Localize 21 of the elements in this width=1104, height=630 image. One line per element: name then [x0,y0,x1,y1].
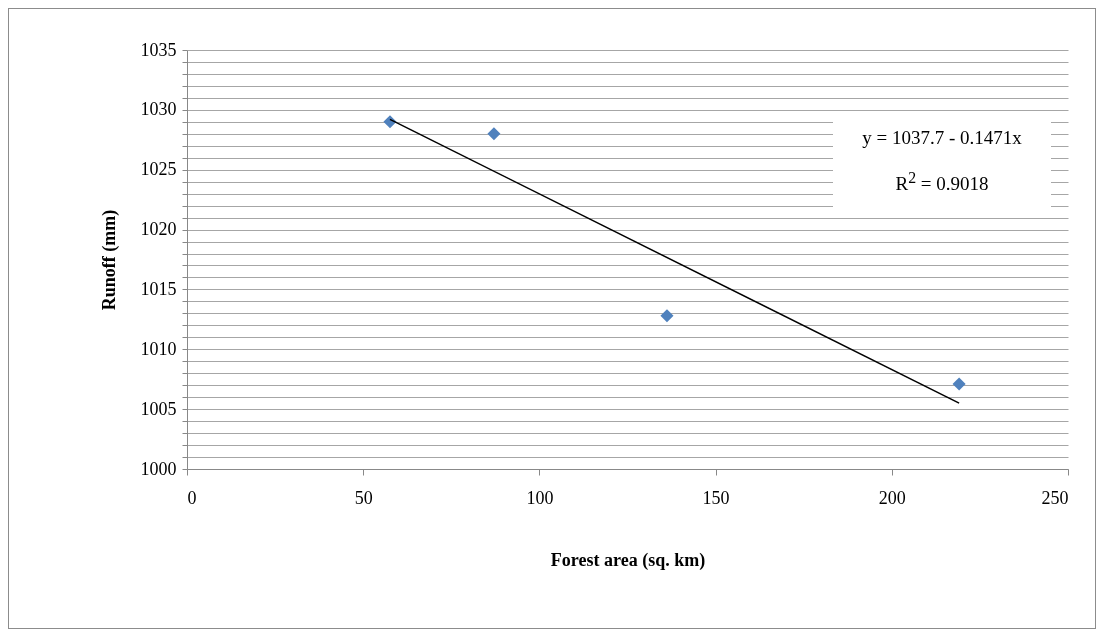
y-tick-label: 1030 [140,99,177,120]
y-tick-label: 1025 [140,159,177,180]
y-tick-label: 1020 [140,219,177,240]
y-tick-label: 1000 [140,458,177,479]
x-tick-label: 100 [526,487,554,508]
x-tick-label: 50 [354,487,373,508]
annotation: y = 1037.7 - 0.1471x [861,126,1023,150]
point [487,127,501,141]
x-tick-label: 250 [1041,487,1069,508]
point [952,377,966,391]
x-tick-label: 150 [702,487,730,508]
y-tick-label: 1005 [140,398,177,419]
annotation: R$^{2}$ = 0.9018 [894,168,990,197]
x-axis-title: Forest area (sq. km) [550,549,706,571]
y-axis-title: Runoff (mm) [98,209,120,311]
x-tick-label: 0 [187,487,197,508]
point [660,309,674,323]
y-tick-label: 1015 [140,278,177,299]
y-tick-label: 1010 [140,338,177,359]
x-tick-label: 200 [878,487,906,508]
y-tick-label: 1035 [140,39,177,60]
